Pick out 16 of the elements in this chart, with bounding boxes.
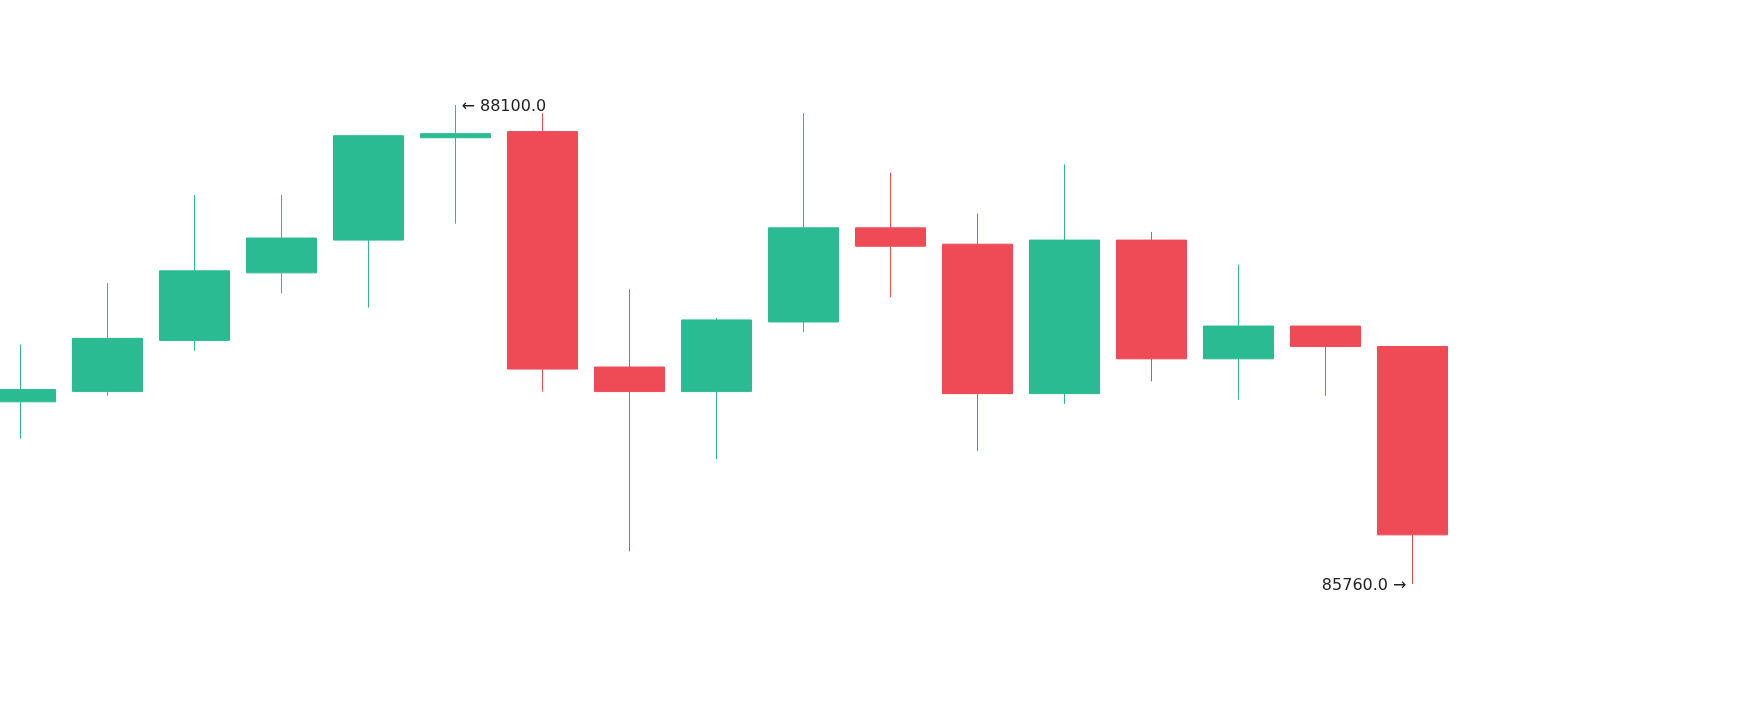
- candlestick: [1290, 325, 1361, 397]
- candlestick: [1116, 231, 1187, 382]
- candlestick: [594, 288, 665, 552]
- candlestick: [507, 112, 578, 393]
- candlestick: [942, 212, 1013, 452]
- candlestick: [1029, 163, 1100, 405]
- annotation: ← 88100.0: [461, 95, 547, 115]
- candlestick: [855, 172, 926, 298]
- candlestick: [246, 194, 317, 294]
- candlestick: [72, 282, 143, 397]
- candlestick: [768, 112, 839, 333]
- candlestick: [681, 317, 752, 460]
- candlestick: [333, 135, 404, 309]
- candlestick: [1203, 264, 1274, 401]
- candlestick: [159, 194, 230, 352]
- annotation: 85760.0 →: [1321, 574, 1407, 594]
